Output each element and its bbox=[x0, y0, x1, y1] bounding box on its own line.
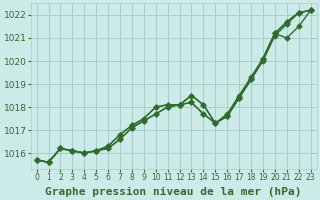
X-axis label: Graphe pression niveau de la mer (hPa): Graphe pression niveau de la mer (hPa) bbox=[45, 186, 302, 197]
